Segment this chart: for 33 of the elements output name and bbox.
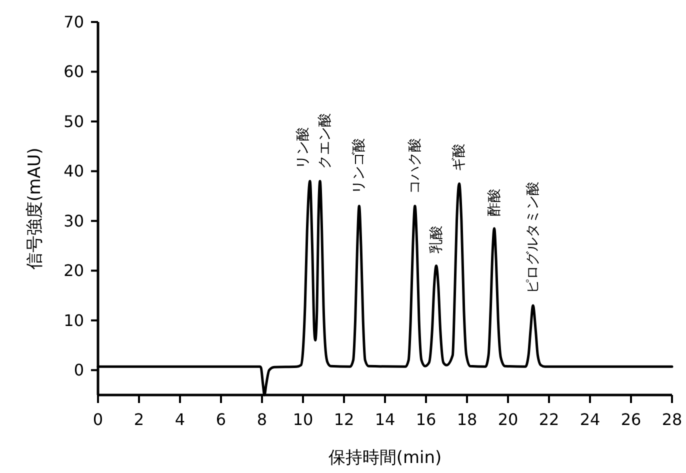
y-tick-label: 50 (64, 112, 84, 131)
x-tick-label: 24 (580, 410, 600, 429)
x-tick-label: 12 (334, 410, 354, 429)
y-tick-label: 60 (64, 62, 84, 82)
x-tick-label: 8 (256, 410, 268, 429)
y-tick-label: 0 (74, 360, 84, 380)
annotation: 乳酸 (428, 226, 444, 254)
y-tick-label: 30 (64, 211, 84, 230)
annotation: クエン酸 (317, 113, 334, 170)
x-tick-label: 26 (620, 410, 642, 429)
annotation: コハク酸 (406, 138, 423, 194)
y-tick-label: 20 (64, 261, 84, 280)
x-tick-label: 20 (498, 410, 518, 429)
annotation: リンゴ酸 (351, 138, 368, 194)
x-tick-label: 22 (538, 410, 560, 429)
annotation: ギ酸 (451, 144, 468, 172)
y-tick-label: 70 (64, 12, 84, 32)
x-tick-label: 4 (174, 410, 186, 429)
annotation: ピログルタミン酸 (525, 181, 542, 294)
annotation: 酢酸 (486, 188, 502, 216)
x-tick-label: 16 (416, 410, 436, 429)
x-tick-label: 18 (456, 410, 478, 429)
x-tick-label: 10 (292, 410, 314, 429)
y-tick-label: 40 (64, 162, 84, 181)
y-axis-title: 信号強度(mAU) (25, 148, 45, 270)
annotation: リン酸 (294, 127, 311, 170)
x-tick-label: 6 (216, 410, 226, 429)
x-tick-label: 0 (92, 410, 104, 429)
x-axis-title: 保持時間(min) (328, 448, 442, 468)
x-tick-label: 28 (662, 410, 682, 429)
x-tick-label: 14 (374, 410, 396, 429)
y-tick-label: 10 (64, 310, 84, 330)
x-tick-label: 2 (134, 410, 144, 429)
